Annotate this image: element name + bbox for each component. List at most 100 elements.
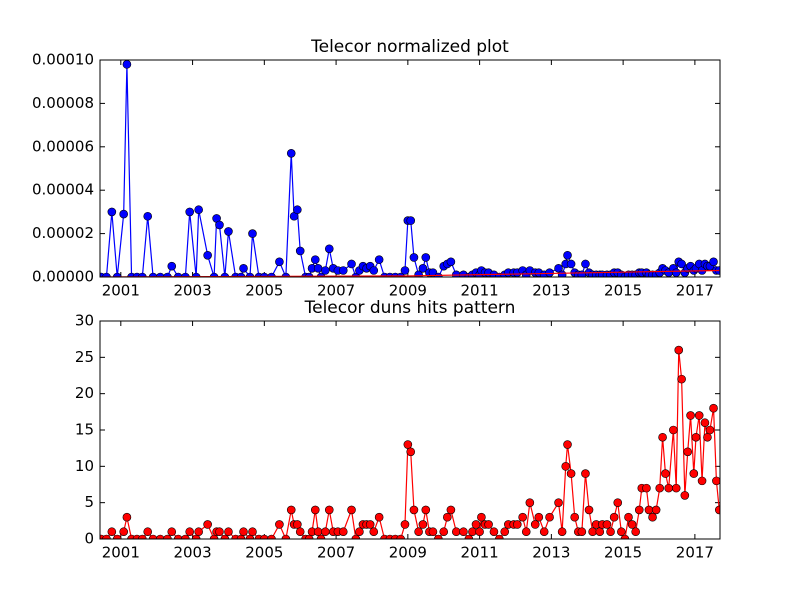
axes-frame [99, 320, 721, 540]
point [185, 207, 194, 217]
point [691, 432, 701, 442]
point [563, 251, 572, 260]
point [286, 149, 296, 158]
x-tick-label: 2001 [102, 544, 140, 562]
chart-title: Telecor normalized plot [310, 37, 509, 57]
point [570, 512, 579, 522]
point [267, 534, 276, 539]
point [293, 520, 302, 529]
point [655, 483, 665, 493]
y-tick-label: 0.00000 [32, 268, 94, 286]
point [181, 534, 190, 539]
point [671, 268, 681, 277]
point [613, 498, 623, 507]
point [355, 527, 364, 537]
point [203, 520, 212, 529]
point [313, 527, 323, 537]
x-tick-label: 2003 [173, 544, 211, 562]
point [609, 512, 619, 522]
point [119, 527, 128, 537]
point [664, 483, 673, 493]
point [669, 425, 678, 435]
point [396, 534, 405, 539]
point [313, 264, 323, 273]
point [194, 527, 203, 537]
x-tick-label: 2015 [604, 282, 642, 300]
point [409, 505, 419, 515]
x-tick-label: 2009 [389, 282, 427, 300]
point [248, 527, 257, 537]
x-tick-label: 2011 [461, 282, 499, 300]
point [409, 253, 419, 262]
point [602, 520, 612, 529]
point [677, 259, 686, 269]
point [709, 403, 718, 413]
point [138, 272, 147, 277]
point [369, 527, 379, 537]
point [119, 209, 128, 219]
point [489, 527, 499, 537]
plot-area [100, 345, 720, 539]
x-tick-label: 2009 [389, 544, 427, 562]
x-tick-label: 2001 [102, 282, 140, 300]
point [310, 255, 320, 264]
point [224, 527, 233, 537]
point [446, 505, 456, 515]
point [163, 272, 172, 277]
point [224, 227, 233, 236]
point [584, 505, 594, 515]
point [351, 534, 361, 539]
point [539, 527, 549, 537]
y-tick-label: 0.00002 [32, 224, 94, 242]
y-tick-label: 0.00010 [32, 51, 94, 69]
y-tick-label: 10 [75, 457, 94, 475]
point [281, 534, 291, 539]
point [689, 469, 699, 478]
point [566, 259, 576, 269]
point [627, 520, 637, 529]
point [239, 527, 248, 537]
point [107, 207, 117, 217]
point [451, 527, 461, 537]
point [434, 534, 443, 539]
axes-frame [99, 59, 721, 278]
point [102, 272, 111, 277]
point [418, 264, 428, 273]
point [215, 220, 224, 230]
point [694, 411, 704, 420]
point [671, 483, 681, 493]
point [651, 505, 661, 515]
point [521, 527, 531, 537]
point [365, 520, 375, 529]
point [374, 512, 384, 522]
point [155, 272, 165, 277]
y-tick-label: 0.00004 [32, 181, 94, 199]
point [191, 272, 201, 277]
point [167, 261, 177, 271]
point [347, 259, 356, 269]
point [566, 469, 576, 478]
point [557, 270, 567, 277]
point [316, 534, 326, 539]
point [658, 432, 667, 442]
point [400, 266, 410, 275]
point [194, 205, 203, 215]
point [705, 425, 715, 435]
point [677, 374, 686, 384]
point [310, 505, 320, 515]
point [644, 505, 654, 515]
point [468, 527, 477, 537]
point [248, 229, 257, 238]
point [338, 527, 348, 537]
point [606, 527, 615, 537]
point [712, 476, 720, 486]
point [293, 205, 302, 215]
point [674, 345, 684, 355]
x-tick-label: 2007 [317, 282, 355, 300]
point [642, 483, 651, 493]
point [143, 527, 153, 537]
point [102, 534, 111, 539]
